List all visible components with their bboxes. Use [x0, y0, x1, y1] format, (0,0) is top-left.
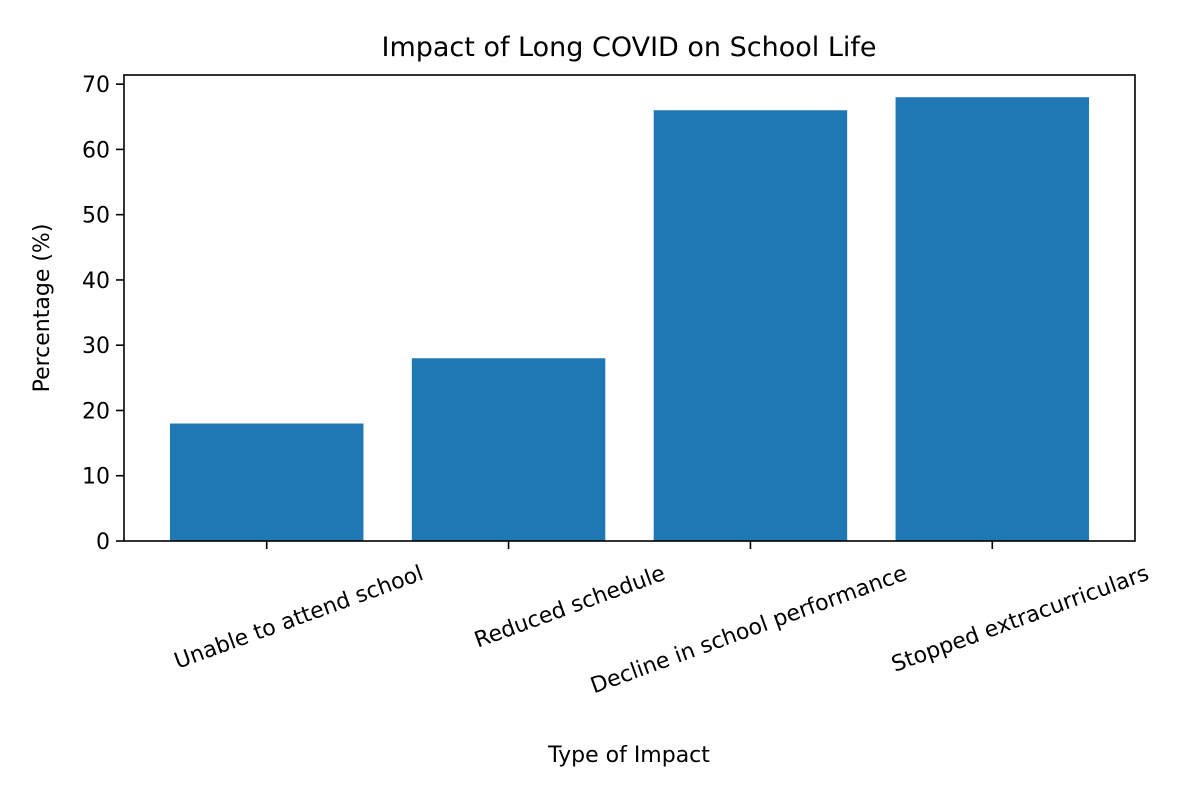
- bar-2: [411, 358, 606, 541]
- x-tick-label: Stopped extracurriculars: [888, 561, 1152, 677]
- bars-layer: [169, 97, 1090, 541]
- y-tick-label: 40: [82, 269, 110, 294]
- y-tick-label: 50: [82, 204, 110, 229]
- x-tick-label: Unable to attend school: [171, 561, 427, 674]
- x-tick-label: Reduced schedule: [471, 561, 668, 653]
- y-tick-label: 70: [82, 73, 110, 98]
- plot-frame: [123, 74, 1136, 542]
- y-tick-label: 60: [82, 138, 110, 163]
- y-tick-label: 30: [82, 334, 110, 359]
- chart-title: Impact of Long COVID on School Life: [381, 32, 876, 63]
- y-tick-label: 10: [82, 465, 110, 490]
- bar-1: [169, 423, 364, 541]
- bar-3: [653, 110, 848, 541]
- y-tick-label: 20: [82, 399, 110, 424]
- bar-4: [895, 97, 1090, 541]
- y-axis-label: Percentage (%): [30, 224, 55, 393]
- y-tick-label: 0: [96, 530, 110, 555]
- x-axis-label: Type of Impact: [547, 743, 710, 768]
